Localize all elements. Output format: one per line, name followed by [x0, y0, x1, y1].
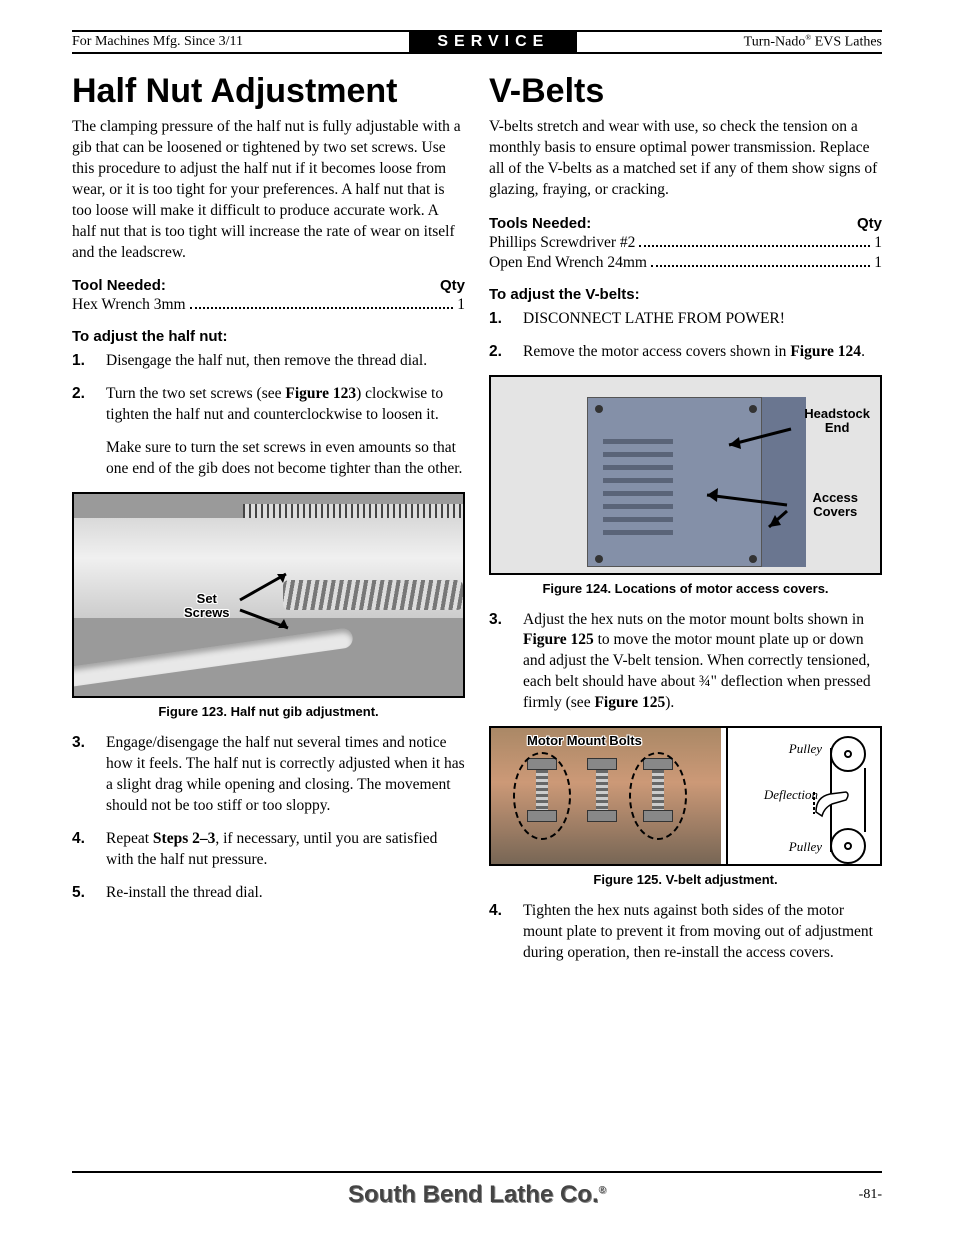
figure-label: Headstock End — [804, 407, 870, 436]
header-left: For Machines Mfg. Since 3/11 — [72, 34, 243, 50]
figure-124: Headstock End Access Covers — [489, 375, 882, 575]
tool-row: Open End Wrench 24mm 1 — [489, 254, 882, 272]
header-center: SERVICE — [409, 30, 577, 54]
figure-label: Pulley — [789, 840, 822, 854]
figure-label: Access Covers — [812, 491, 858, 520]
page-footer: South Bend Lathe Co.® -81- — [72, 1171, 882, 1209]
arrow-icon — [74, 494, 463, 696]
right-procedure-heading: To adjust the V-belts: — [489, 286, 882, 303]
figure-label: Motor Mount Bolts — [527, 734, 642, 748]
footer-brand: South Bend Lathe Co.® — [348, 1181, 606, 1209]
left-procedure-heading: To adjust the half nut: — [72, 328, 465, 345]
right-intro: V-belts stretch and wear with use, so ch… — [489, 117, 882, 201]
step: 1. DISCONNECT LATHE FROM POWER! — [489, 309, 882, 330]
step: 4. Tighten the hex nuts against both sid… — [489, 901, 882, 964]
step: 2. Turn the two set screws (see Figure 1… — [72, 384, 465, 480]
step: 5. Re-install the thread dial. — [72, 883, 465, 904]
step: 3. Adjust the hex nuts on the motor moun… — [489, 610, 882, 715]
right-tools-heading: Tools Needed: Qty — [489, 215, 882, 232]
page-header: For Machines Mfg. Since 3/11 SERVICE Tur… — [72, 30, 882, 54]
figure-label: Set Screws — [184, 592, 230, 621]
figure-125-caption: Figure 125. V-belt adjustment. — [489, 872, 882, 887]
right-column: V-Belts V-belts stretch and wear with us… — [489, 72, 882, 976]
figure-123-caption: Figure 123. Half nut gib adjustment. — [72, 704, 465, 719]
right-title: V-Belts — [489, 72, 882, 111]
step: 2. Remove the motor access covers shown … — [489, 342, 882, 363]
tool-row: Phillips Screwdriver #2 1 — [489, 234, 882, 252]
header-right: Turn-Nado® EVS Lathes — [744, 33, 882, 51]
page-number: -81- — [859, 1187, 882, 1203]
figure-124-caption: Figure 124. Locations of motor access co… — [489, 581, 882, 596]
step: 4. Repeat Steps 2–3, if necessary, until… — [72, 829, 465, 871]
left-intro: The clamping pressure of the half nut is… — [72, 117, 465, 263]
step: 3. Engage/disengage the half nut several… — [72, 733, 465, 817]
figure-label: Deflection — [764, 788, 818, 802]
left-title: Half Nut Adjustment — [72, 72, 465, 111]
figure-123: Set Screws — [72, 492, 465, 698]
tool-row: Hex Wrench 3mm 1 — [72, 296, 465, 314]
step: 1. Disengage the half nut, then remove t… — [72, 351, 465, 372]
left-tools-heading: Tool Needed: Qty — [72, 277, 465, 294]
figure-125: Motor Mount Bolts Pulley Deflection Pull… — [489, 726, 882, 866]
figure-label: Pulley — [789, 742, 822, 756]
left-column: Half Nut Adjustment The clamping pressur… — [72, 72, 465, 976]
